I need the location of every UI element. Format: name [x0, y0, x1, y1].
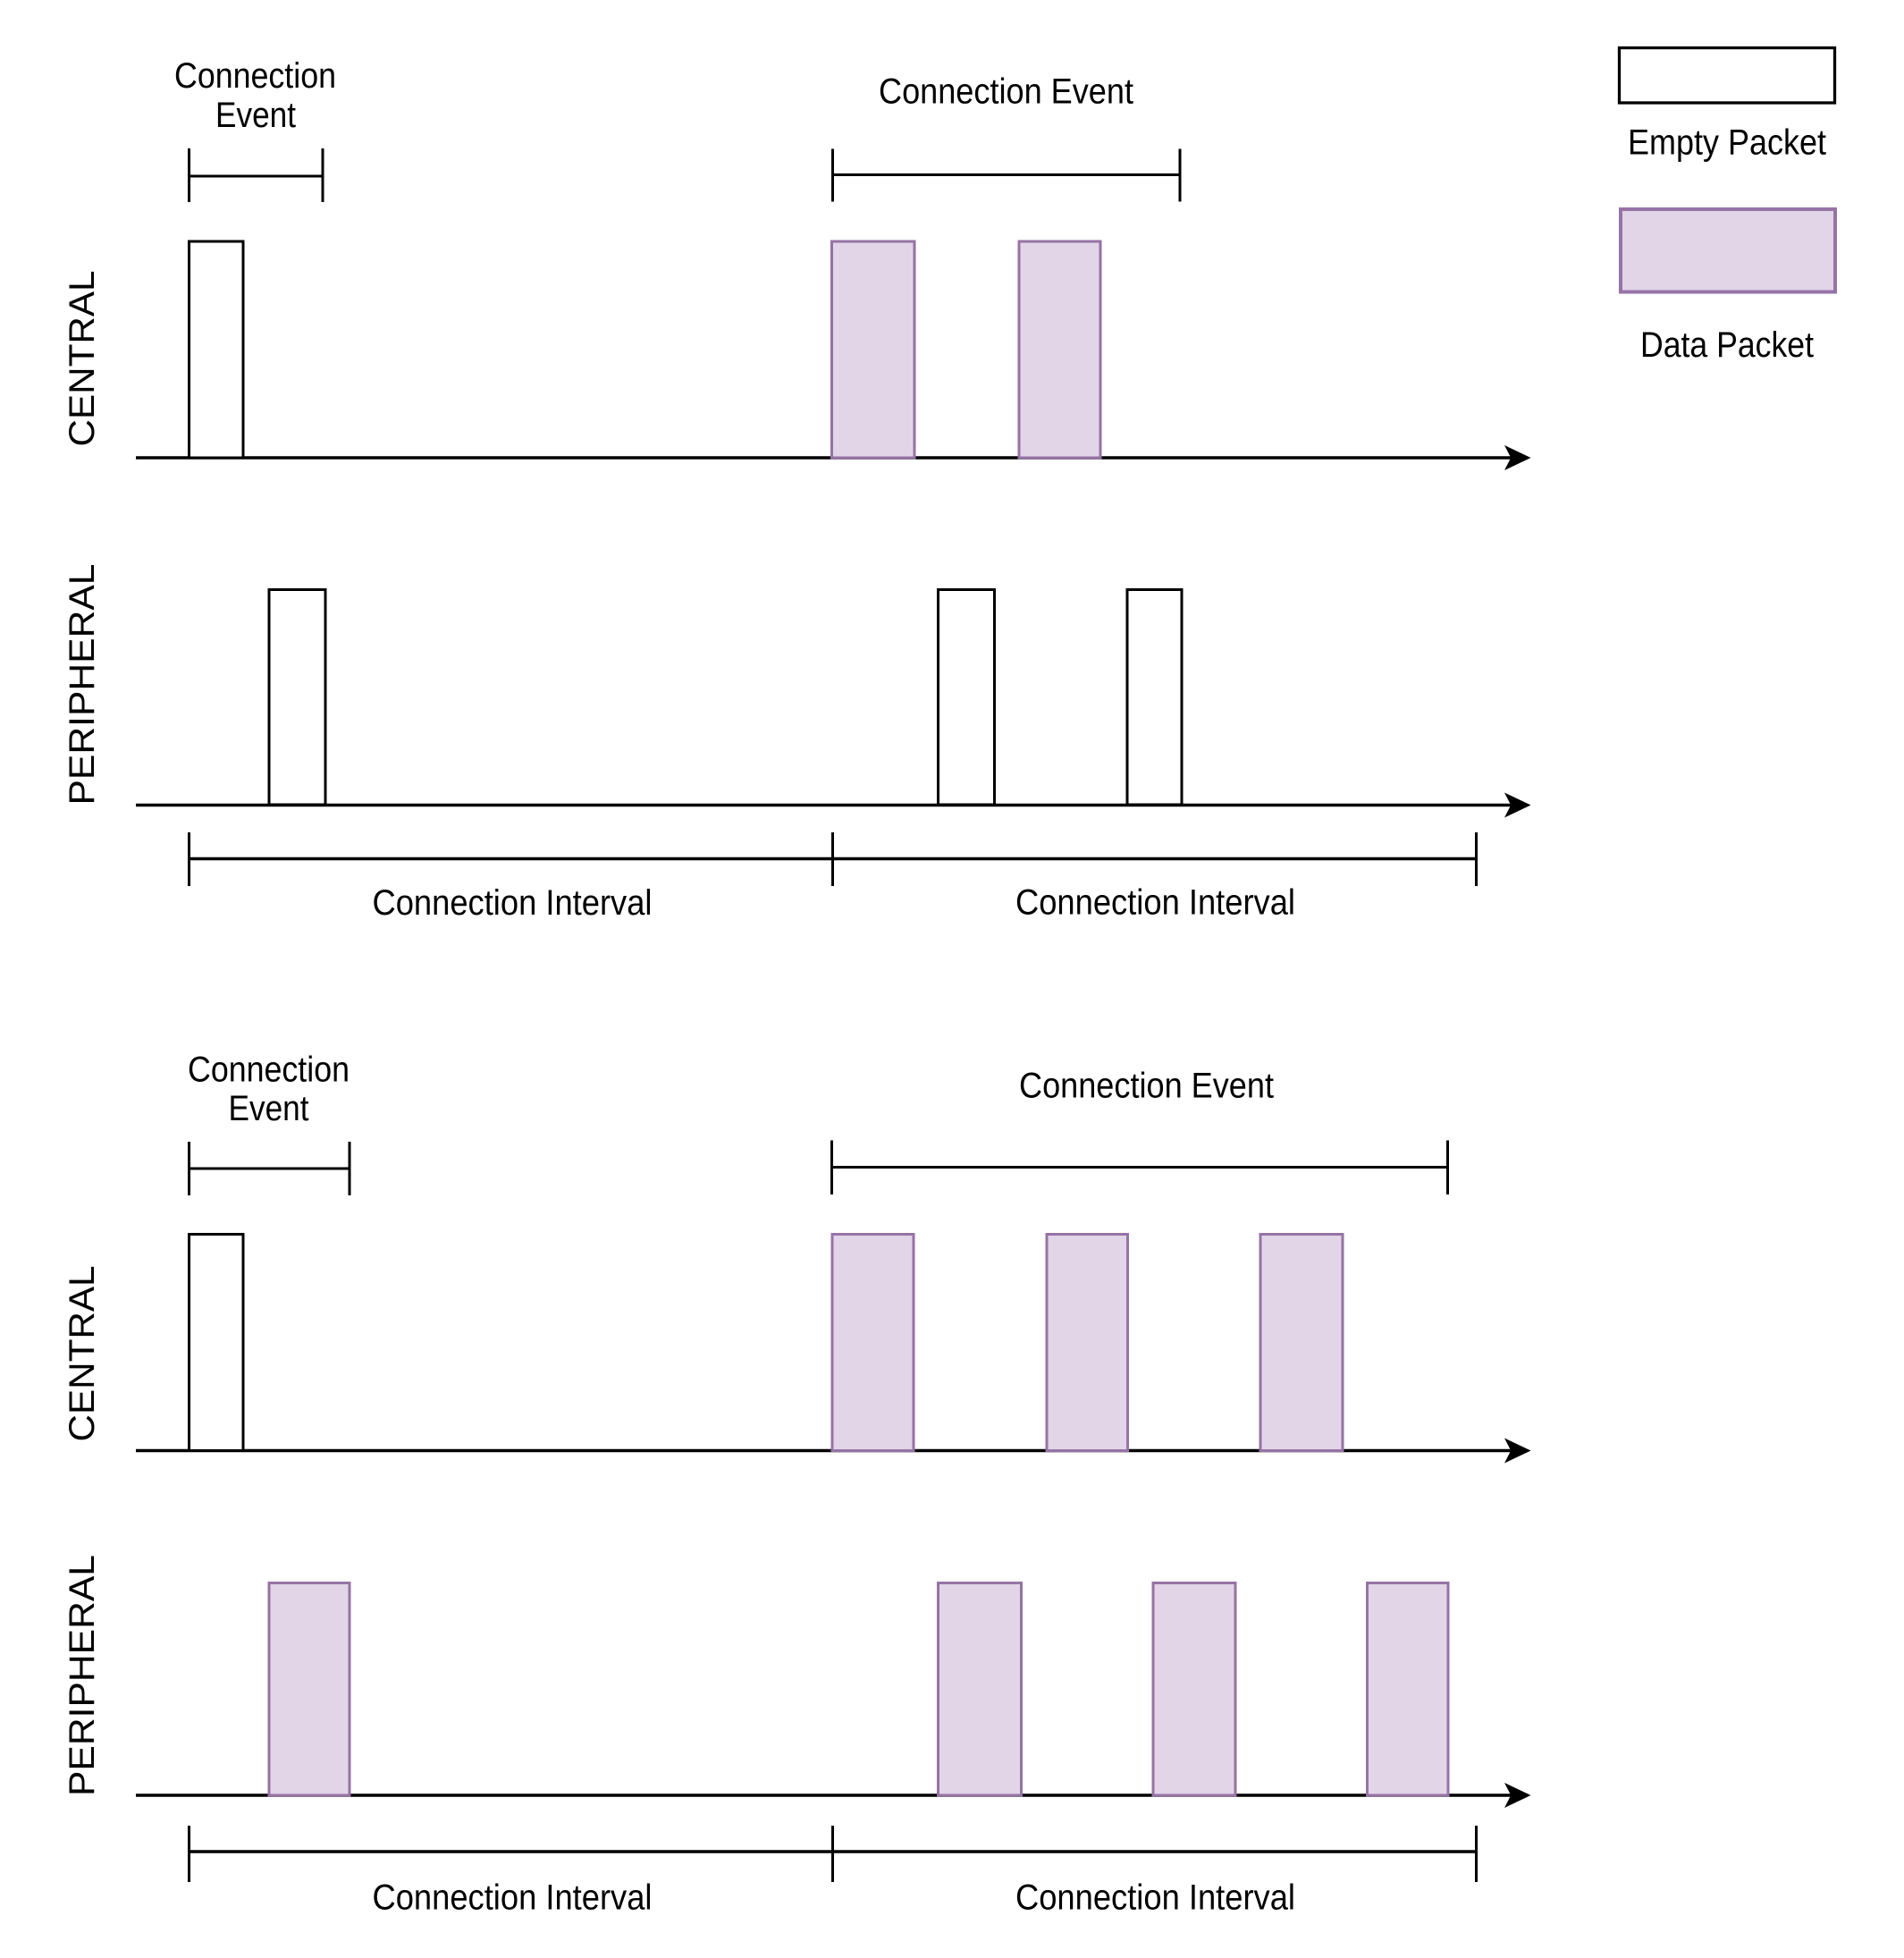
- svg-text:Connection Interval: Connection Interval: [373, 1878, 653, 1918]
- svg-text:CENTRAL: CENTRAL: [63, 1266, 102, 1442]
- svg-text:Connection Interval: Connection Interval: [373, 883, 653, 923]
- svg-text:CENTRAL: CENTRAL: [63, 271, 102, 447]
- svg-text:Connection Interval: Connection Interval: [1015, 883, 1295, 923]
- svg-text:Empty Packet: Empty Packet: [1628, 123, 1826, 163]
- svg-text:PERIPHERAL: PERIPHERAL: [63, 564, 102, 806]
- svg-text:Connection Event: Connection Event: [879, 72, 1133, 112]
- svg-text:Connection Interval: Connection Interval: [1015, 1878, 1295, 1918]
- svg-text:Connection: Connection: [174, 56, 336, 96]
- svg-text:Event: Event: [215, 96, 296, 135]
- svg-text:Connection Event: Connection Event: [1019, 1067, 1274, 1106]
- svg-text:PERIPHERAL: PERIPHERAL: [63, 1555, 102, 1796]
- svg-text:Event: Event: [229, 1089, 309, 1128]
- svg-text:Data Packet: Data Packet: [1640, 325, 1814, 365]
- svg-text:Connection: Connection: [188, 1051, 350, 1090]
